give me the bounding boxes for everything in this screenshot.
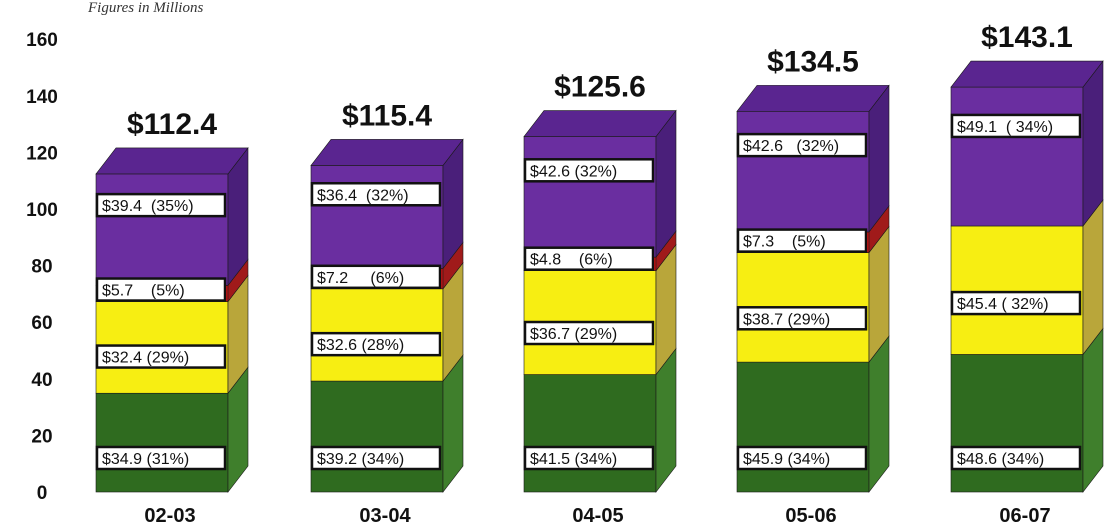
data-label-box	[95, 192, 227, 218]
data-label: $49.1 ( 34%)	[957, 119, 1053, 136]
data-label-box	[95, 344, 227, 369]
bar-segment	[950, 225, 1084, 355]
data-label-box	[523, 246, 655, 271]
y-tick-label: 60	[31, 313, 52, 334]
data-label-box	[310, 264, 442, 290]
y-tick-label: 140	[26, 87, 58, 108]
data-label-box	[950, 113, 1082, 139]
bar-top	[736, 85, 890, 112]
bar-top	[950, 60, 1104, 88]
data-label: $36.4 (32%)	[317, 187, 409, 204]
y-tick-label: 100	[26, 200, 58, 221]
y-tick-label: 80	[31, 257, 52, 278]
bar-segment	[95, 173, 229, 286]
data-label-box	[310, 182, 442, 207]
data-label: $48.6 (34%)	[957, 451, 1044, 468]
x-category-label: 02-03	[144, 505, 195, 527]
data-label-box	[95, 445, 227, 471]
bar-segment-side	[1082, 199, 1104, 356]
data-label-box	[736, 306, 868, 331]
data-label: $32.4 (29%)	[102, 350, 189, 367]
bar-segment	[310, 165, 444, 269]
bar-segment	[736, 361, 870, 493]
y-tick-label: 120	[26, 143, 58, 164]
chart-subtitle: Figures in Millions	[88, 0, 204, 16]
bar-segment	[950, 86, 1084, 227]
bar-segment	[310, 380, 444, 493]
bar-total-label: $115.4	[342, 99, 432, 132]
data-label: $42.6 (32%)	[743, 138, 839, 155]
data-label: $41.5 (34%)	[530, 451, 617, 468]
data-label-box	[95, 277, 227, 302]
bar-top	[95, 147, 249, 175]
y-tick-label: 0	[37, 483, 48, 504]
data-label: $39.4 (35%)	[102, 198, 194, 215]
data-label-box	[523, 158, 655, 183]
data-label-box	[523, 445, 655, 471]
data-label-box	[736, 132, 868, 158]
bar-segment	[950, 354, 1084, 493]
y-tick-label: 20	[31, 426, 52, 447]
data-label: $45.9 (34%)	[743, 451, 830, 468]
bar-segment-side	[1082, 60, 1104, 227]
x-category-label: 04-05	[572, 505, 623, 527]
data-label: $36.7 (29%)	[530, 326, 617, 343]
data-label: $5.7 (5%)	[102, 283, 185, 300]
data-label: $7.3 (5%)	[743, 234, 826, 251]
bar-top	[523, 110, 677, 137]
bar-segment	[523, 136, 657, 258]
y-tick-label: 160	[26, 30, 58, 51]
data-label-box	[736, 445, 868, 471]
data-label-box	[310, 331, 442, 357]
data-label: $38.7 (29%)	[743, 311, 830, 328]
data-label: $42.6 (32%)	[530, 163, 617, 180]
bar-total-label: $143.1	[981, 21, 1073, 54]
bar-segment	[736, 111, 870, 233]
data-label: $32.6 (28%)	[317, 337, 404, 354]
bar-top	[310, 139, 464, 166]
data-label-box	[523, 320, 655, 346]
data-label: $4.8 (6%)	[530, 252, 613, 269]
data-label: $45.4 ( 32%)	[957, 296, 1049, 313]
bar-total-label: $134.5	[767, 45, 859, 78]
x-category-label: 05-06	[785, 505, 836, 527]
data-label-box	[950, 290, 1082, 316]
bar-total-label: $112.4	[127, 108, 217, 141]
data-label: $7.2 (6%)	[317, 270, 404, 287]
data-label: $34.9 (31%)	[102, 451, 189, 468]
bar-segment	[95, 392, 229, 493]
bar-segment	[523, 374, 657, 493]
bar-total-label: $125.6	[554, 71, 646, 104]
x-category-label: 06-07	[999, 505, 1050, 527]
data-label-box	[310, 445, 442, 471]
data-label: $39.2 (34%)	[317, 451, 404, 468]
data-label-box	[950, 445, 1082, 471]
bar-segment-side	[868, 335, 890, 493]
bar-segment-side	[1082, 327, 1104, 493]
y-tick-label: 40	[31, 370, 52, 391]
data-label-box	[736, 228, 868, 253]
x-category-label: 03-04	[359, 505, 411, 527]
